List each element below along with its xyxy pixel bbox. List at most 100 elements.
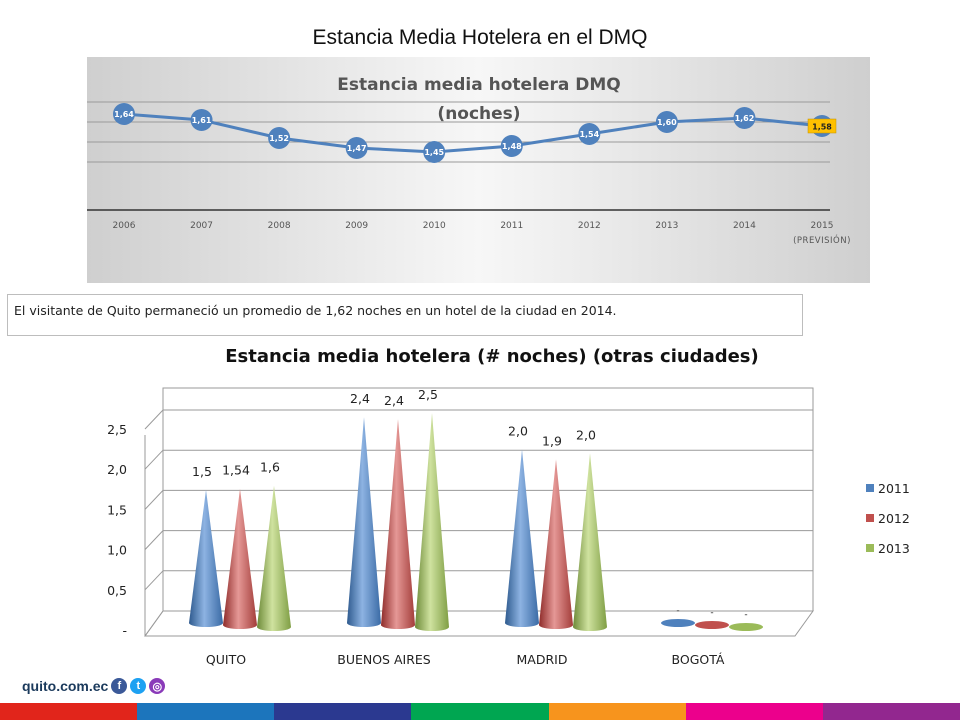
y-tick-label: 1,5 <box>107 502 127 517</box>
x-tick-label: 2006 <box>113 221 136 231</box>
y-tick-label: - <box>122 623 127 638</box>
stripe-segment <box>411 703 549 720</box>
cities-cone-chart-panel: Estancia media hotelera (# noches) (otra… <box>0 340 960 680</box>
cone-mark <box>347 417 381 627</box>
legend-swatch <box>866 514 874 522</box>
gridline-side <box>144 530 164 550</box>
y-tick-label: 2,0 <box>107 462 127 477</box>
data-point: 1,45 <box>423 141 446 163</box>
x-tick-label: BUENOS AIRES <box>337 652 431 667</box>
data-point: 1,61 <box>190 109 213 131</box>
data-label: - <box>710 608 713 618</box>
data-label: 1,45 <box>424 148 444 157</box>
cone-base <box>729 623 763 631</box>
cone-bar <box>539 459 573 629</box>
cone-mark <box>415 413 449 631</box>
floor <box>144 610 814 637</box>
cone-mark <box>381 419 415 629</box>
legend-item: 2013 <box>866 541 910 556</box>
caption-text: El visitante de Quito permaneció un prom… <box>14 303 617 318</box>
x-tick-label: 2013 <box>655 221 678 231</box>
cone-mark <box>505 449 539 627</box>
cone-base <box>661 619 695 627</box>
stripe-segment <box>548 703 686 720</box>
cone-bar <box>505 449 539 627</box>
twitter-icon[interactable]: t <box>130 678 147 694</box>
data-label: 1,52 <box>269 134 289 143</box>
data-label: 1,60 <box>657 118 677 127</box>
data-label: - <box>744 610 747 620</box>
data-label: 2,4 <box>384 393 404 408</box>
data-point: 1,58 <box>807 115 837 137</box>
data-label: 1,62 <box>735 114 755 123</box>
cone-base <box>695 621 729 629</box>
footer-logo[interactable]: quito.com.ec f t ◎ <box>22 676 166 696</box>
caption-box: El visitante de Quito permaneció un prom… <box>7 294 803 336</box>
cities-cone-chart: Estancia media hotelera (# noches) (otra… <box>107 346 910 667</box>
data-label: 2,5 <box>418 387 438 402</box>
point-marker <box>190 109 213 131</box>
data-label: 1,64 <box>114 110 134 119</box>
x-tick-label: BOGOTÁ <box>672 652 725 667</box>
gridline-side <box>144 409 164 430</box>
gridline-side <box>144 490 164 510</box>
footer-color-stripe <box>0 703 960 720</box>
data-label: 1,61 <box>192 116 212 125</box>
point-marker <box>113 103 135 125</box>
data-label: 1,54 <box>579 130 599 139</box>
legend-label: 2012 <box>878 511 910 526</box>
cone-bar <box>415 413 449 631</box>
dmq-line-chart: Estancia media hotelera DMQ (noches) 1,6… <box>87 57 870 283</box>
stripe-segment <box>137 703 275 720</box>
stripe-segment <box>822 703 960 720</box>
data-label: 1,58 <box>812 123 832 132</box>
page-title: Estancia Media Hotelera en el DMQ <box>312 26 648 49</box>
data-label: 1,5 <box>192 464 212 479</box>
site-name: quito.com.ec <box>22 678 109 694</box>
forecast-label-box <box>807 118 837 134</box>
point-marker <box>733 107 756 129</box>
legend-item: 2011 <box>866 481 910 496</box>
chart-title: Estancia media hotelera (# noches) (otra… <box>225 346 759 367</box>
cone-bar <box>695 621 729 629</box>
point-marker <box>423 141 446 163</box>
x-tick-sublabel: (PREVISIÓN) <box>793 234 851 246</box>
data-label: 1,48 <box>502 142 522 151</box>
facebook-icon[interactable]: f <box>111 678 128 694</box>
data-label: 2,4 <box>350 391 370 406</box>
data-label: 1,9 <box>542 433 562 448</box>
legend-item: 2012 <box>866 511 910 526</box>
gridline-side <box>144 570 164 591</box>
dmq-line-chart-panel: Estancia media hotelera DMQ (noches) 1,6… <box>87 57 870 283</box>
cone-bar <box>189 489 223 627</box>
cone-bar <box>347 417 381 627</box>
series-line <box>123 112 823 154</box>
cone-bar <box>661 619 695 627</box>
legend-label: 2011 <box>878 481 910 496</box>
data-point: 1,62 <box>733 107 756 129</box>
x-tick-label: 2008 <box>268 221 291 231</box>
instagram-icon[interactable]: ◎ <box>149 678 166 694</box>
data-point: 1,52 <box>268 127 291 149</box>
point-marker <box>345 137 368 159</box>
data-point: 1,54 <box>578 123 601 145</box>
x-tick-label: 2011 <box>500 221 523 231</box>
cone-bar <box>729 623 763 631</box>
point-marker <box>500 135 523 157</box>
cone-mark <box>539 459 573 629</box>
x-tick-label: 2014 <box>733 221 756 231</box>
x-tick-label: 2010 <box>423 221 446 231</box>
x-tick-label: 2012 <box>578 221 601 231</box>
x-tick-label: 2015 <box>811 221 834 231</box>
data-point: 1,64 <box>113 103 135 125</box>
point-marker <box>268 127 291 149</box>
chart-subtitle: (noches) <box>437 104 520 124</box>
data-label: 2,0 <box>508 423 528 438</box>
x-tick-label: MADRID <box>517 652 568 667</box>
chart-title: Estancia media hotelera DMQ <box>337 75 620 95</box>
point-marker <box>655 111 678 133</box>
cone-bar <box>573 453 607 631</box>
y-tick-label: 1,0 <box>107 543 127 558</box>
data-label: - <box>676 606 679 616</box>
data-label: 2,0 <box>576 427 596 442</box>
